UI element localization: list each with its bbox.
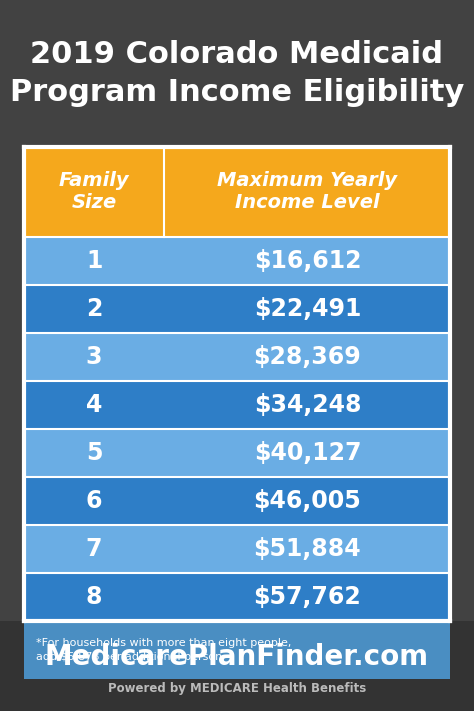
Bar	[24, 621, 450, 679]
Bar	[24, 333, 450, 381]
Text: $34,248: $34,248	[254, 393, 361, 417]
Text: 4: 4	[86, 393, 102, 417]
Text: *For households with more than eight people,
add $5,878 per additional person: *For households with more than eight peo…	[36, 638, 291, 662]
Text: 8: 8	[86, 585, 102, 609]
Text: 1: 1	[86, 249, 102, 273]
Text: 5: 5	[86, 441, 102, 465]
Bar	[24, 237, 450, 285]
Text: 2019 Colorado Medicaid
Program Income Eligibility: 2019 Colorado Medicaid Program Income El…	[10, 41, 464, 107]
Text: $51,884: $51,884	[254, 537, 361, 561]
Text: 6: 6	[86, 489, 102, 513]
Text: 3: 3	[86, 345, 102, 369]
Text: $16,612: $16,612	[254, 249, 361, 273]
Bar	[0, 621, 474, 711]
Bar	[24, 285, 450, 333]
Bar	[24, 573, 450, 621]
Text: Powered by MEDICARE Health Benefits: Powered by MEDICARE Health Benefits	[108, 682, 366, 695]
Text: Maximum Yearly
Income Level: Maximum Yearly Income Level	[217, 171, 398, 213]
Bar	[0, 0, 474, 147]
Text: $28,369: $28,369	[254, 345, 361, 369]
Text: $40,127: $40,127	[254, 441, 361, 465]
Text: 2: 2	[86, 297, 102, 321]
Bar	[24, 477, 450, 525]
Text: $57,762: $57,762	[254, 585, 361, 609]
Text: 7: 7	[86, 537, 102, 561]
Text: MedicarePlanFinder.com: MedicarePlanFinder.com	[45, 643, 429, 671]
Text: $46,005: $46,005	[254, 489, 361, 513]
Bar	[24, 525, 450, 573]
Text: $22,491: $22,491	[254, 297, 361, 321]
Bar	[24, 147, 450, 621]
Bar	[24, 147, 450, 237]
Bar	[24, 429, 450, 477]
Text: Family
Size: Family Size	[59, 171, 129, 213]
Bar	[24, 381, 450, 429]
